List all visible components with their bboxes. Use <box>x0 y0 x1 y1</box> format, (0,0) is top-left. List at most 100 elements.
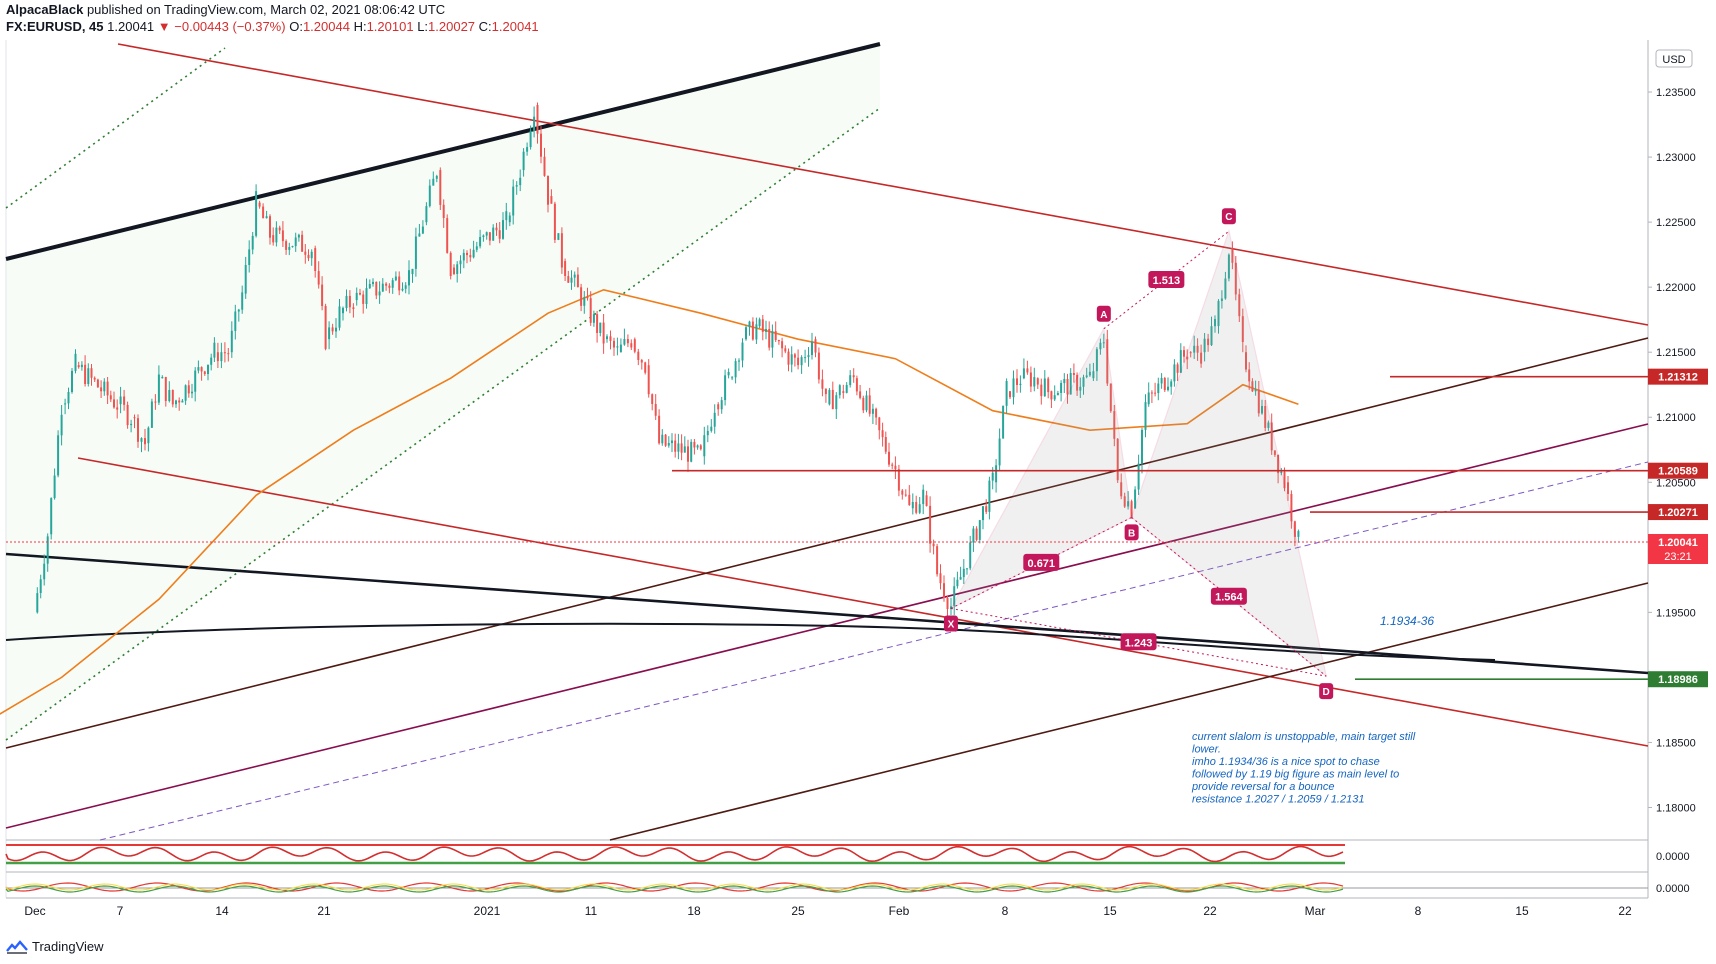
y-tick-label: 1.23000 <box>1656 152 1696 164</box>
candle-body <box>435 176 438 179</box>
pane2-line-c <box>5 883 1344 891</box>
candle-body <box>1280 471 1283 473</box>
candle-body <box>693 441 696 448</box>
candle-body <box>488 232 491 241</box>
candle-body <box>758 319 761 327</box>
candle-body <box>724 375 727 401</box>
candle-body <box>36 593 39 613</box>
candle-body <box>567 276 570 283</box>
candle-body <box>1120 482 1123 497</box>
harmonic-ratio-badge <box>1023 553 1060 571</box>
candle-body <box>1154 392 1157 394</box>
candle-body <box>781 341 784 349</box>
candle-body <box>884 437 887 452</box>
candle-body <box>956 579 959 587</box>
candle-body <box>897 469 900 491</box>
candle-body <box>748 321 751 328</box>
candle-body <box>838 385 841 396</box>
candle-body <box>1050 391 1053 400</box>
annotations: 1.1934-36 current slalom is unstoppable, … <box>1191 614 1434 806</box>
candle-body <box>294 237 297 247</box>
candle-body <box>171 390 174 405</box>
candle-body <box>241 292 244 310</box>
symbol-line: FX:EURUSD, 45 1.20041 ▼ −0.00443 (−0.37%… <box>6 19 539 34</box>
harmonic-ratio-badge <box>1210 587 1247 605</box>
candle-body <box>1060 383 1063 393</box>
footer-brand[interactable]: TradingView <box>6 939 104 954</box>
candle-body <box>831 389 834 410</box>
candle-body <box>1085 375 1088 378</box>
harmonic-point-label: A <box>1100 310 1107 321</box>
candle-body <box>492 227 495 241</box>
symbol-name[interactable]: FX:EURUSD, 45 <box>6 19 104 34</box>
harmonic-ratio-label: 1.564 <box>1215 592 1243 604</box>
candle-body <box>1144 402 1147 430</box>
candle-body <box>272 235 275 243</box>
harmonic-ratio-label: 0.671 <box>1028 558 1056 570</box>
trendline-purple-dashed <box>99 461 1649 841</box>
candle-body <box>1012 378 1015 398</box>
candle-body <box>845 385 848 393</box>
candle-body <box>1102 342 1105 344</box>
candle-body <box>368 284 371 289</box>
candle-body <box>227 353 230 355</box>
candle-body <box>888 451 890 465</box>
candle-body <box>651 394 654 404</box>
x-tick-label: 22 <box>1203 904 1217 918</box>
candle-body <box>262 206 265 219</box>
candle-body <box>74 353 77 371</box>
candle-body <box>498 230 501 239</box>
candle-body <box>1231 248 1234 263</box>
candle-body <box>985 506 988 512</box>
candle-body <box>84 364 87 384</box>
last-price: 1.20041 <box>107 19 155 34</box>
y-tick-label: 1.22000 <box>1656 282 1696 294</box>
candle-body <box>398 276 401 291</box>
arc-curve <box>5 622 1496 661</box>
harmonic-pattern: X A B C D 0.671 1.513 1.564 1.243 <box>943 208 1334 700</box>
candle-body <box>918 504 921 513</box>
candle-body <box>975 528 978 540</box>
y-tick-label: 1.20500 <box>1656 477 1696 489</box>
price-change: ▼ −0.00443 (−0.37%) <box>157 19 286 34</box>
published-text: published on TradingView.com, March 02, … <box>86 2 446 17</box>
candle-body <box>466 252 468 256</box>
candle-body <box>126 404 129 426</box>
candle-body <box>633 339 636 352</box>
candle-body <box>144 438 146 445</box>
note-line: current slalom is unstoppable, main targ… <box>1192 731 1416 743</box>
trendlines <box>5 42 1649 841</box>
candle-body <box>335 327 337 332</box>
pane1-tick-label: 0.0000 <box>1656 851 1690 863</box>
candle-body <box>157 374 160 403</box>
x-tick-label: 2021 <box>474 904 501 918</box>
candle-body <box>915 502 918 513</box>
candle-body <box>1290 494 1293 522</box>
candle-body <box>1293 521 1296 537</box>
x-tick-label: 8 <box>1002 904 1009 918</box>
candle-body <box>706 430 709 436</box>
candle-body <box>599 322 602 333</box>
candle-body <box>727 372 730 376</box>
candle-body <box>505 211 508 221</box>
author-name[interactable]: AlpacaBlack <box>6 2 84 17</box>
candle-body <box>602 322 605 344</box>
currency-label: USD <box>1662 54 1685 66</box>
candle-body <box>1200 352 1203 364</box>
x-tick-label: 18 <box>687 904 701 918</box>
candle-body <box>1113 411 1116 439</box>
candle-body <box>1056 393 1059 396</box>
x-tick-label: 14 <box>215 904 229 918</box>
candle-body <box>1193 345 1196 353</box>
candle-body <box>381 283 384 292</box>
ohlc-o-value: 1.20044 <box>302 19 350 34</box>
candle-body <box>1022 368 1025 379</box>
candle-body <box>592 314 595 323</box>
candle-body <box>207 364 209 374</box>
candle-body <box>106 381 109 396</box>
candle-body <box>962 568 965 578</box>
candle-body <box>589 298 592 323</box>
candle-body <box>297 234 300 238</box>
candle-body <box>703 435 706 457</box>
